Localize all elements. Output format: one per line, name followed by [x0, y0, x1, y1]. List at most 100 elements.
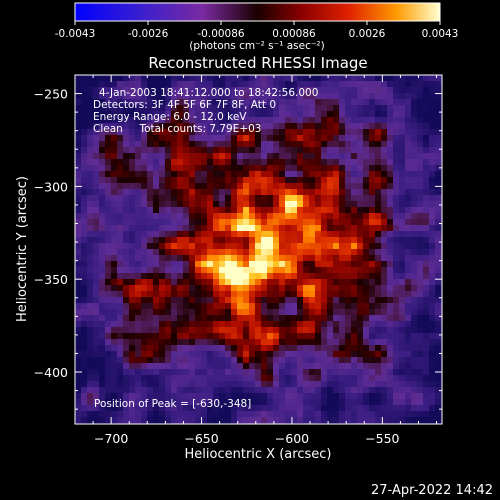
- heatmap-cell: [273, 93, 280, 100]
- heatmap-cell: [159, 285, 166, 292]
- heatmap-cell: [291, 321, 298, 328]
- heatmap-cell: [159, 81, 166, 88]
- heatmap-cell: [369, 231, 376, 238]
- heatmap-cell: [261, 387, 268, 394]
- heatmap-cell: [129, 243, 136, 250]
- heatmap-cell: [153, 327, 160, 334]
- heatmap-cell: [297, 135, 304, 142]
- heatmap-cell: [345, 99, 352, 106]
- heatmap-cell: [183, 81, 190, 88]
- heatmap-cell: [429, 291, 436, 298]
- heatmap-cell: [183, 297, 190, 304]
- heatmap-cell: [129, 219, 136, 226]
- heatmap-cell: [201, 381, 208, 388]
- heatmap-cell: [321, 111, 328, 118]
- heatmap-cell: [405, 207, 412, 214]
- heatmap-cell: [147, 231, 154, 238]
- heatmap-cell: [231, 147, 238, 154]
- heatmap-cell: [87, 279, 94, 286]
- heatmap-cell: [249, 117, 256, 124]
- heatmap-cell: [135, 279, 142, 286]
- heatmap-cell: [261, 393, 268, 400]
- heatmap-cell: [369, 81, 376, 88]
- heatmap-cell: [381, 291, 388, 298]
- heatmap-cell: [327, 75, 334, 82]
- heatmap-cell: [75, 129, 82, 136]
- heatmap-cell: [237, 369, 244, 376]
- heatmap-cell: [225, 237, 232, 244]
- heatmap-cell: [345, 135, 352, 142]
- heatmap-cell: [285, 189, 292, 196]
- heatmap-cell: [75, 417, 82, 424]
- heatmap-cell: [399, 363, 406, 370]
- heatmap-cell: [159, 243, 166, 250]
- heatmap-cell: [189, 99, 196, 106]
- heatmap-cell: [387, 285, 394, 292]
- heatmap-cell: [387, 129, 394, 136]
- heatmap-cell: [153, 291, 160, 298]
- heatmap-cell: [189, 405, 196, 412]
- heatmap-cell: [147, 225, 154, 232]
- heatmap-cell: [351, 99, 358, 106]
- heatmap-cell: [375, 171, 382, 178]
- heatmap-cell: [81, 261, 88, 268]
- heatmap-cell: [405, 351, 412, 358]
- heatmap-cell: [165, 81, 172, 88]
- heatmap-cell: [219, 87, 226, 94]
- heatmap-cell: [333, 291, 340, 298]
- heatmap-cell: [201, 111, 208, 118]
- heatmap-cell: [105, 147, 112, 154]
- heatmap-cell: [351, 387, 358, 394]
- heatmap-cell: [171, 411, 178, 418]
- heatmap-cell: [399, 153, 406, 160]
- heatmap-cell: [243, 117, 250, 124]
- heatmap-cell: [423, 177, 430, 184]
- heatmap-cell: [225, 225, 232, 232]
- heatmap-cell: [231, 291, 238, 298]
- heatmap-cell: [255, 99, 262, 106]
- heatmap-cell: [123, 75, 130, 82]
- heatmap-cell: [135, 111, 142, 118]
- heatmap-cell: [219, 213, 226, 220]
- heatmap-cell: [375, 369, 382, 376]
- heatmap-cell: [87, 255, 94, 262]
- heatmap-cell: [333, 297, 340, 304]
- heatmap-cell: [297, 297, 304, 304]
- heatmap-cell: [141, 393, 148, 400]
- heatmap-cell: [93, 387, 100, 394]
- heatmap-cell: [189, 417, 196, 424]
- heatmap-cell: [267, 315, 274, 322]
- heatmap-cell: [297, 81, 304, 88]
- heatmap-cell: [81, 171, 88, 178]
- heatmap-cell: [111, 381, 118, 388]
- heatmap-cell: [405, 393, 412, 400]
- heatmap-cell: [189, 327, 196, 334]
- heatmap-cell: [327, 99, 334, 106]
- heatmap-cell: [159, 129, 166, 136]
- heatmap-cell: [93, 213, 100, 220]
- heatmap-cell: [123, 231, 130, 238]
- heatmap-cell: [165, 129, 172, 136]
- heatmap-cell: [285, 339, 292, 346]
- heatmap-cell: [117, 303, 124, 310]
- heatmap-cell: [237, 201, 244, 208]
- heatmap-cell: [279, 231, 286, 238]
- heatmap-cell: [387, 219, 394, 226]
- heatmap-cell: [75, 81, 82, 88]
- heatmap-cell: [351, 105, 358, 112]
- heatmap-cell: [99, 219, 106, 226]
- heatmap-cell: [219, 111, 226, 118]
- heatmap-cell: [387, 189, 394, 196]
- heatmap-cell: [93, 243, 100, 250]
- heatmap-cell: [153, 363, 160, 370]
- heatmap-cell: [429, 303, 436, 310]
- heatmap-cell: [189, 177, 196, 184]
- heatmap-cell: [129, 267, 136, 274]
- heatmap-cell: [99, 405, 106, 412]
- heatmap-cell: [243, 165, 250, 172]
- heatmap-cell: [249, 225, 256, 232]
- heatmap-cell: [129, 321, 136, 328]
- heatmap-cell: [153, 147, 160, 154]
- heatmap-cell: [81, 255, 88, 262]
- heatmap-cell: [141, 303, 148, 310]
